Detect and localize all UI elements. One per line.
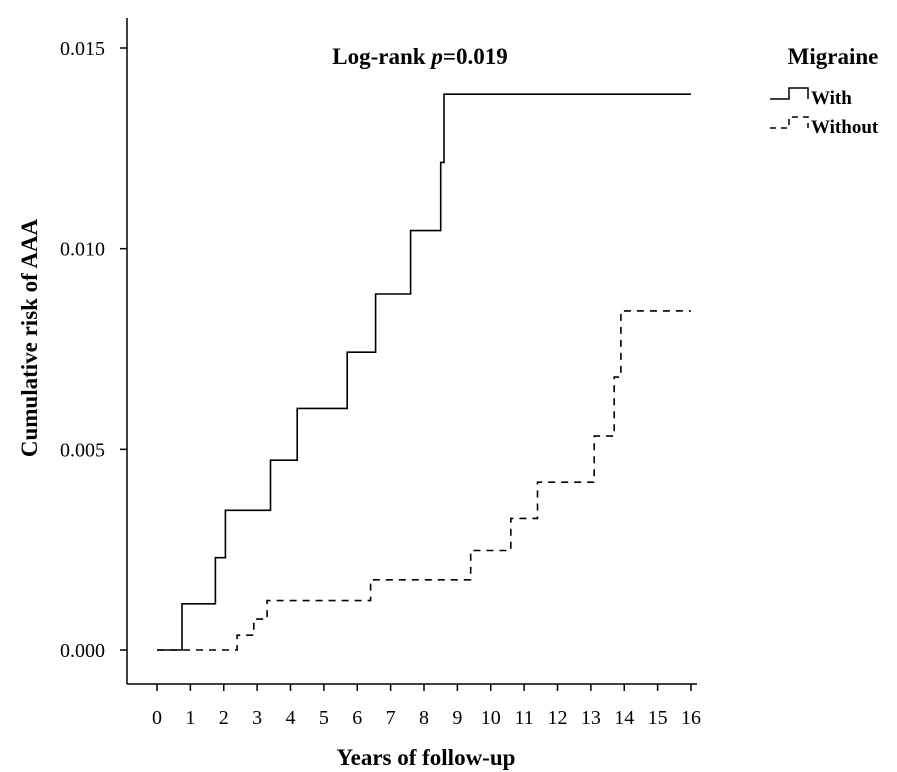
x-tick-label: 4 (286, 707, 296, 729)
x-tick-label: 16 (681, 707, 701, 729)
x-tick-label: 15 (648, 707, 668, 729)
x-tick-label: 14 (614, 707, 634, 729)
x-tick-label: 11 (514, 707, 533, 729)
y-tick-label: 0.005 (60, 439, 105, 461)
y-tick-label: 0.010 (60, 239, 105, 261)
axes (126, 18, 697, 685)
legend: Migraine With Without (770, 44, 879, 138)
x-tick-label: 7 (386, 707, 396, 729)
x-tick-label: 1 (185, 707, 195, 729)
x-tick-label: 9 (452, 707, 462, 729)
y-tick-label: 0.000 (60, 640, 105, 662)
x-tick-label: 13 (581, 707, 601, 729)
x-tick-label: 3 (252, 707, 262, 729)
x-tick-label: 12 (548, 707, 568, 729)
x-tick-label: 8 (419, 707, 429, 729)
ticks: 0 1 2 3 4 5 6 7 8 9 10 11 12 13 14 15 160.0000.0050.0100… (60, 38, 701, 729)
x-tick-label: 10 (481, 707, 501, 729)
x-tick-label: 5 (319, 707, 329, 729)
y-tick-label: 0.015 (60, 38, 105, 60)
y-axis-title: Cumulative risk of AAA (17, 218, 42, 457)
x-axis-title: Years of follow-up (337, 745, 516, 770)
x-tick-label: 6 (352, 707, 362, 729)
legend-label-without: Without (811, 117, 879, 138)
legend-title: Migraine (788, 44, 879, 69)
series-line-without (157, 310, 691, 651)
series-line-with (157, 93, 691, 651)
legend-label-with: With (811, 88, 852, 109)
log-rank-annotation: Log-rank p=0.019 (332, 44, 507, 69)
series-layer (157, 93, 691, 651)
x-tick-label: 2 (219, 707, 229, 729)
legend-symbol-without (770, 116, 809, 129)
legend-symbol-with (770, 87, 809, 100)
x-tick-label: 0 (152, 707, 162, 729)
